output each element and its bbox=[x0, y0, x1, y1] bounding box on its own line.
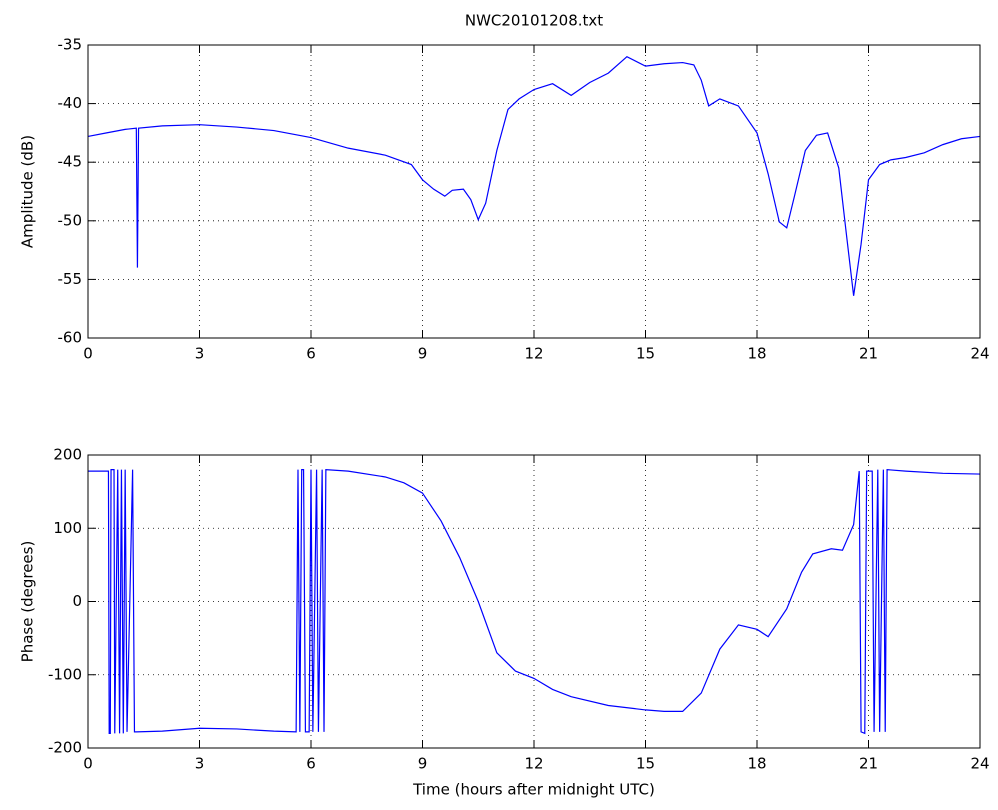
data-line bbox=[88, 469, 981, 735]
data-line bbox=[87, 56, 981, 296]
x-tick-label: 6 bbox=[306, 345, 316, 363]
x-axis-label: Time (hours after midnight UTC) bbox=[412, 781, 655, 799]
y-tick-label: -55 bbox=[58, 270, 83, 288]
x-tick-label: 3 bbox=[195, 345, 205, 363]
y-tick-label: 100 bbox=[53, 519, 82, 537]
y-tick-label: 200 bbox=[53, 446, 82, 464]
x-tick-label: 15 bbox=[636, 345, 655, 363]
x-tick-label: 12 bbox=[524, 345, 543, 363]
x-tick-label: 21 bbox=[859, 755, 878, 773]
y-tick-label: -200 bbox=[48, 739, 82, 757]
x-tick-label: 18 bbox=[747, 755, 766, 773]
x-tick-label: 24 bbox=[970, 345, 989, 363]
y-tick-label: -45 bbox=[58, 153, 83, 171]
x-tick-label: 0 bbox=[83, 755, 93, 773]
x-tick-label: 9 bbox=[418, 755, 428, 773]
x-tick-label: 0 bbox=[83, 345, 93, 363]
axes-frame bbox=[87, 454, 981, 749]
x-tick-label: 6 bbox=[306, 755, 316, 773]
y-axis-label: Phase (degrees) bbox=[19, 541, 37, 663]
x-tick-label: 21 bbox=[859, 345, 878, 363]
y-tick-label: -35 bbox=[58, 36, 83, 54]
y-tick-label: -40 bbox=[58, 94, 83, 112]
x-tick-label: 24 bbox=[970, 755, 989, 773]
y-tick-label: -100 bbox=[48, 665, 82, 683]
y-tick-label: -60 bbox=[58, 329, 83, 347]
y-axis-label: Amplitude (dB) bbox=[19, 135, 37, 248]
x-tick-label: 12 bbox=[524, 755, 543, 773]
x-tick-label: 9 bbox=[418, 345, 428, 363]
axes-frame bbox=[87, 44, 981, 339]
y-tick-label: 0 bbox=[72, 592, 82, 610]
y-tick-label: -50 bbox=[58, 211, 83, 229]
x-tick-label: 18 bbox=[747, 345, 766, 363]
x-tick-label: 15 bbox=[636, 755, 655, 773]
x-tick-label: 3 bbox=[195, 755, 205, 773]
axes-background bbox=[88, 45, 980, 338]
chart-title: NWC20101208.txt bbox=[465, 12, 603, 30]
